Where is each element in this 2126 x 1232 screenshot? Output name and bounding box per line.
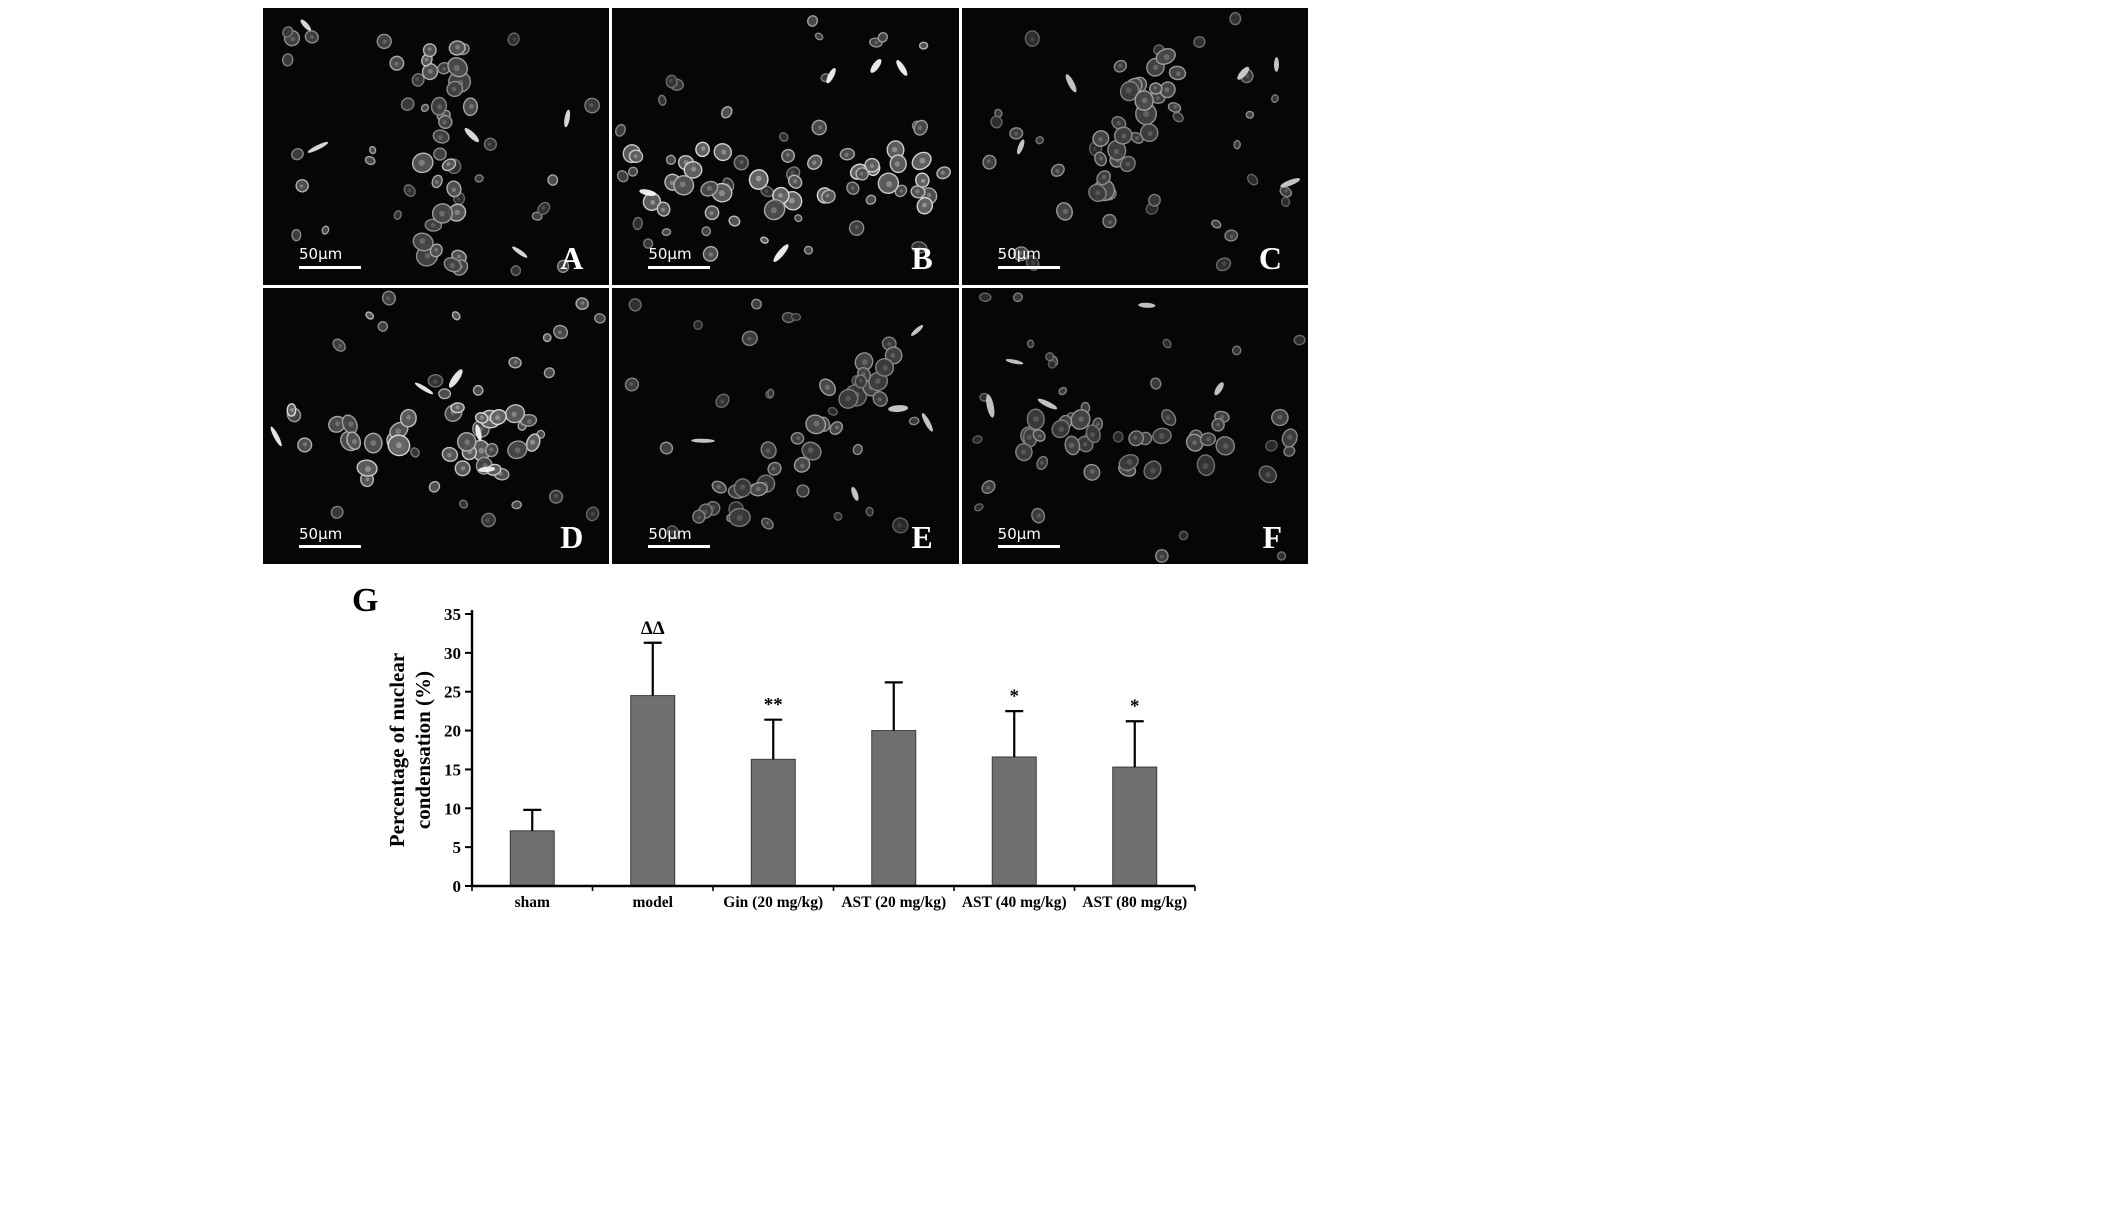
nuclei-layer — [625, 297, 934, 539]
panel-letter: F — [1262, 519, 1282, 555]
chart-panel-letter: G — [352, 582, 379, 619]
scale-bar: 50µm — [299, 246, 361, 269]
nuclei-layer — [281, 19, 600, 277]
significance-annotation: ** — [764, 695, 783, 716]
y-tick-label: 10 — [444, 799, 461, 818]
micro-panel-a: 50µm A — [263, 8, 610, 285]
micrograph-grid: 50µm A 50µm B 50µm C 50µm — [263, 8, 1308, 564]
significance-annotation: * — [1130, 696, 1140, 717]
y-tick-label: 25 — [444, 683, 461, 702]
nuclei-layer — [270, 290, 606, 527]
bar-chart: 0 5 10 15 20 25 30 35 sham ΔΔ model ** Gin (20 mg/kg… — [420, 596, 1210, 936]
micro-panel-c: 50µm C — [961, 8, 1308, 285]
panel-letter: D — [560, 519, 584, 555]
fluorescence-micrograph — [961, 287, 1308, 564]
bar — [630, 695, 676, 887]
scale-bar: 50µm — [648, 245, 711, 269]
scale-bar-label: 50µm — [997, 245, 1041, 263]
scale-bar: 50µm — [648, 524, 711, 548]
significance-annotation: * — [1010, 686, 1020, 707]
scale-bar-line — [997, 545, 1060, 548]
y-tick-label: 20 — [444, 722, 461, 741]
scale-bar-label: 50µm — [997, 524, 1041, 543]
y-tick-label: 15 — [444, 760, 461, 779]
nuclei-layer — [982, 12, 1300, 272]
scale-bar-label: 50µm — [299, 245, 343, 263]
scale-bar-line — [299, 545, 361, 548]
y-tick-label: 35 — [444, 605, 461, 624]
fluorescence-micrograph — [961, 8, 1308, 285]
scale-bar-label: 50µm — [299, 524, 343, 543]
bar — [750, 758, 796, 887]
bar — [871, 730, 917, 887]
scale-bar-line — [648, 545, 711, 548]
micro-panel-b: 50µm B — [612, 8, 959, 285]
micro-panel-f: 50µm F — [961, 287, 1308, 564]
category-label: AST (80 mg/kg) — [1082, 894, 1187, 911]
nuclei-layer — [971, 291, 1306, 563]
panel-letter: B — [911, 239, 933, 276]
scale-bar-label: 50µm — [648, 245, 692, 263]
panel-letter: C — [1258, 239, 1282, 276]
y-tick-label: 5 — [453, 838, 462, 857]
category-label: model — [633, 894, 674, 911]
scale-bar: 50µm — [997, 524, 1060, 548]
category-label: AST (20 mg/kg) — [841, 894, 946, 911]
bar — [1112, 766, 1158, 887]
scale-bar-line — [299, 265, 361, 269]
fluorescence-micrograph — [612, 287, 959, 564]
panel-letter: A — [560, 239, 584, 276]
y-tick-label: 0 — [453, 877, 462, 896]
fluorescence-micrograph — [612, 8, 959, 285]
scale-bar-line — [997, 265, 1060, 269]
fluorescence-micrograph — [263, 8, 610, 285]
significance-annotation: ΔΔ — [641, 618, 665, 639]
scale-bar: 50µm — [997, 245, 1060, 269]
category-label: sham — [515, 894, 550, 911]
micro-panel-d: 50µm D — [263, 287, 610, 564]
bar — [991, 756, 1037, 887]
scale-bar-label: 50µm — [648, 524, 692, 543]
category-label: AST (40 mg/kg) — [962, 894, 1067, 911]
scale-bar-line — [648, 265, 711, 269]
micro-panel-e: 50µm E — [612, 287, 959, 564]
category-label: Gin (20 mg/kg) — [723, 894, 823, 911]
panel-letter: E — [911, 519, 933, 555]
bar — [509, 830, 555, 887]
y-tick-label: 30 — [444, 644, 461, 663]
fluorescence-micrograph — [263, 287, 610, 564]
nuclei-layer — [615, 15, 952, 262]
scale-bar: 50µm — [299, 524, 361, 548]
